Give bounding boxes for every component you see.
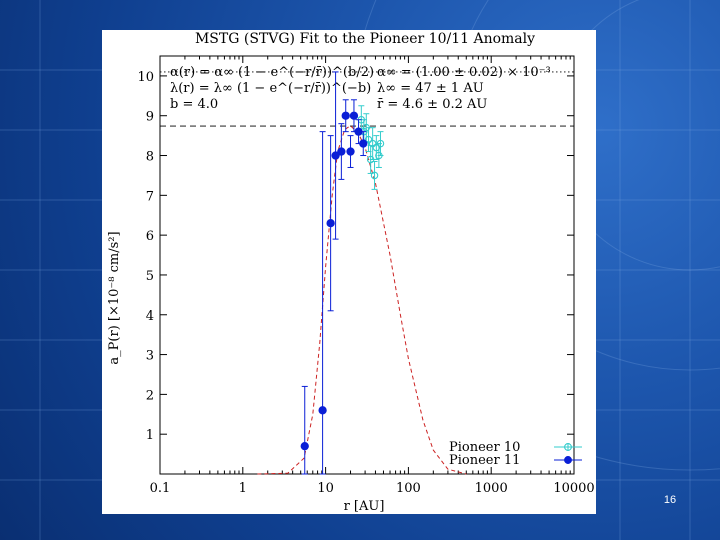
data-point — [318, 406, 327, 415]
legend-label-1: Pioneer 11 — [449, 453, 520, 468]
slide-page-number: 16 — [663, 494, 677, 506]
y-tick-label: 7 — [146, 189, 154, 204]
parameter-left-2: b = 4.0 — [170, 97, 218, 112]
legend-marker-0 — [564, 443, 572, 451]
data-series — [300, 71, 385, 475]
data-point — [359, 139, 368, 148]
x-tick-label: 1000 — [475, 481, 508, 496]
x-tick-label: 1 — [239, 481, 247, 496]
data-point — [376, 139, 385, 148]
y-tick-label: 2 — [146, 388, 154, 403]
axis-ticks: 0.1 1 10 100 1000 10000 1 2 3 4 5 6 7 8 9 10 — [137, 56, 595, 496]
chart-figure: MSTG (STVG) Fit to the Pioneer 10/11 Ano… — [102, 30, 596, 514]
parameter-right-0: α∞ = (1.00 ± 0.02) × 10⁻³ — [377, 65, 551, 80]
chart-title: MSTG (STVG) Fit to the Pioneer 10/11 Ano… — [195, 31, 535, 47]
y-tick-label: 10 — [137, 70, 154, 85]
x-tick-label: 10000 — [553, 481, 594, 496]
data-point — [349, 111, 359, 120]
data-point — [300, 441, 309, 451]
data-point — [372, 143, 381, 152]
y-tick-label: 8 — [146, 150, 154, 165]
y-tick-label: 4 — [146, 309, 154, 324]
y-tick-label: 5 — [146, 269, 154, 284]
series-pioneer-11 — [300, 71, 368, 475]
x-tick-label: 100 — [396, 481, 421, 496]
data-point — [346, 147, 355, 156]
parameter-right-2: r̄ = 4.6 ± 0.2 AU — [377, 97, 487, 112]
y-axis-label: a_P(r) [×10⁻⁸ cm/s²] — [107, 231, 122, 364]
parameter-left-1: λ(r) = λ∞ (1 − e^(−r/r̄))^(−b) — [170, 81, 371, 96]
data-point — [341, 111, 350, 120]
fit-parameters: α(r) = α∞ (1 − e^(−r/r̄))^(b/2)λ(r) = λ∞… — [170, 65, 551, 112]
data-point — [364, 135, 373, 144]
series-pioneer-10 — [357, 105, 385, 190]
data-point — [370, 171, 379, 180]
parameter-right-1: λ∞ = 47 ± 1 AU — [377, 81, 484, 96]
reference-lines — [160, 71, 574, 127]
fit-curve-line — [257, 125, 467, 475]
x-axis-label: r [AU] — [344, 499, 385, 514]
legend-label-0: Pioneer 10 — [449, 440, 520, 455]
parameter-left-0: α(r) = α∞ (1 − e^(−r/r̄))^(b/2) — [170, 65, 374, 80]
chart-canvas: MSTG (STVG) Fit to the Pioneer 10/11 Ano… — [107, 31, 595, 514]
y-tick-label: 6 — [146, 229, 154, 244]
x-tick-label: 10 — [317, 481, 334, 496]
y-tick-label: 1 — [146, 428, 154, 443]
y-tick-label: 9 — [146, 110, 154, 125]
plot-frame — [159, 55, 575, 475]
x-tick-label: 0.1 — [150, 481, 171, 496]
y-tick-label: 3 — [146, 349, 154, 364]
data-point — [326, 219, 335, 228]
fit-curve — [257, 125, 467, 475]
data-point — [337, 147, 346, 156]
legend-marker-1 — [564, 456, 572, 464]
data-point — [331, 151, 340, 160]
